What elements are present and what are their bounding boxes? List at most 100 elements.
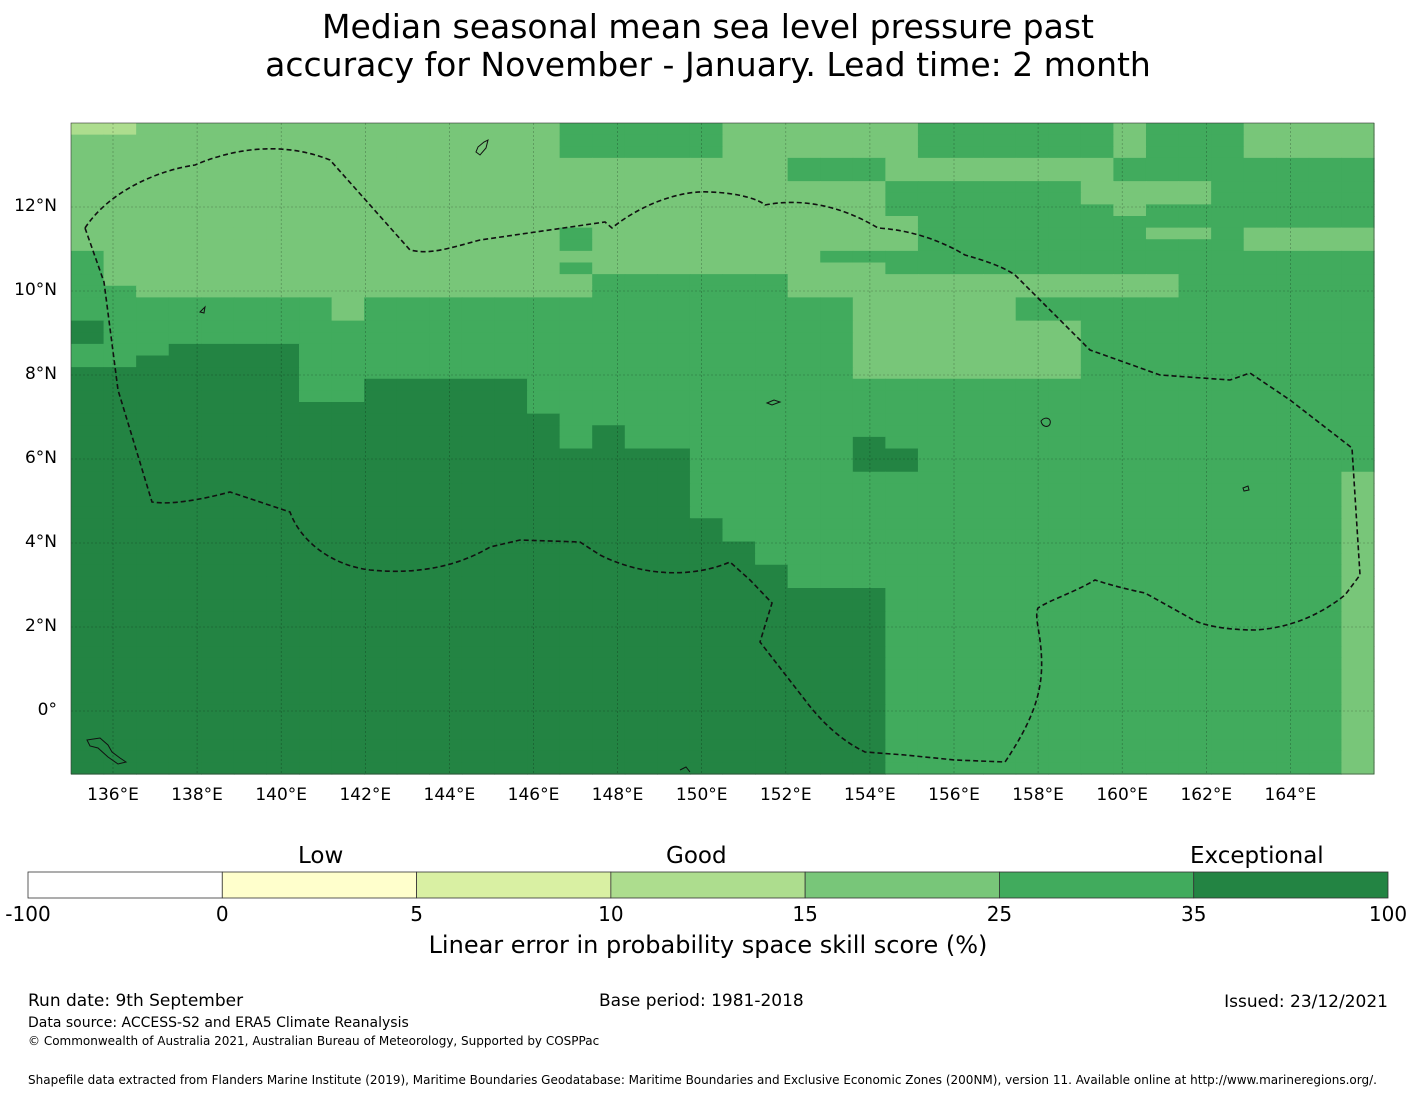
grid-cell	[983, 529, 1017, 543]
grid-cell	[657, 646, 691, 659]
grid-cell	[364, 320, 398, 333]
grid-cell	[820, 402, 854, 415]
grid-cell	[103, 541, 137, 554]
grid-cell	[852, 216, 886, 229]
grid-cell	[787, 134, 821, 147]
grid-cell	[559, 123, 593, 136]
grid-cell	[494, 274, 528, 287]
grid-cell	[624, 599, 658, 612]
grid-cell	[396, 681, 430, 694]
grid-cell	[103, 413, 137, 426]
grid-cell	[168, 413, 202, 426]
grid-cell	[1308, 692, 1343, 705]
grid-cell	[494, 471, 528, 484]
grid-cell	[722, 402, 756, 415]
grid-cell	[1308, 367, 1343, 380]
grid-cell	[950, 541, 984, 554]
grid-cell	[1178, 390, 1212, 403]
grid-cell	[755, 250, 789, 264]
grid-cell	[299, 355, 333, 368]
grid-cell	[722, 309, 756, 322]
grid-cell	[1080, 123, 1115, 136]
grid-cell	[1080, 483, 1115, 496]
grid-cell	[1178, 343, 1212, 357]
grid-cell	[624, 250, 658, 264]
grid-cell	[201, 634, 235, 647]
grid-cell	[1080, 564, 1115, 577]
grid-cell	[722, 157, 756, 171]
grid-cell	[103, 227, 137, 240]
grid-cell	[1015, 332, 1049, 345]
grid-cell	[494, 460, 528, 473]
grid-cell	[266, 378, 300, 391]
grid-cell	[592, 495, 626, 508]
grid-cell	[396, 343, 430, 357]
grid-cell	[527, 413, 561, 426]
grid-cell	[103, 297, 137, 310]
grid-cell	[1113, 506, 1147, 519]
grid-cell	[1145, 460, 1180, 473]
grid-cell	[1015, 657, 1049, 670]
grid-cell	[331, 646, 365, 659]
grid-cell	[331, 274, 365, 287]
grid-cell	[1048, 343, 1082, 357]
grid-cell	[917, 739, 952, 752]
grid-cell	[592, 192, 626, 205]
grid-cell	[1015, 343, 1049, 357]
grid-cell	[461, 123, 496, 136]
grid-cell	[657, 192, 691, 205]
grid-cell	[983, 332, 1017, 345]
grid-cell	[201, 553, 235, 566]
grid-cell	[983, 715, 1017, 729]
grid-cell	[1211, 553, 1245, 566]
grid-cell	[885, 529, 919, 543]
grid-cell	[461, 378, 496, 391]
grid-cell	[103, 622, 137, 636]
grid-cell	[1308, 436, 1343, 450]
grid-cell	[1113, 564, 1147, 577]
grid-cell	[461, 262, 496, 275]
grid-cell	[1080, 611, 1115, 624]
grid-cell	[950, 483, 984, 496]
grid-cell	[1178, 123, 1212, 136]
grid-cell	[71, 355, 105, 368]
grid-cell	[787, 436, 821, 450]
grid-cell	[950, 309, 984, 322]
grid-cell	[396, 518, 430, 531]
grid-cell	[1113, 169, 1147, 182]
grid-cell	[755, 123, 789, 136]
grid-cell	[1308, 320, 1343, 333]
longitude-label: 136°E	[87, 785, 139, 805]
grid-cell	[689, 390, 724, 403]
grid-cell	[559, 378, 593, 391]
grid-cell	[1145, 436, 1180, 450]
grid-cell	[233, 715, 268, 729]
grid-cell	[201, 436, 235, 450]
grid-cell	[1276, 309, 1310, 322]
grid-cell	[168, 436, 202, 450]
grid-cell	[429, 483, 463, 496]
grid-cell	[755, 657, 789, 670]
grid-cell	[299, 309, 333, 322]
grid-cell	[950, 506, 984, 519]
grid-cell	[233, 309, 268, 322]
grid-cell	[494, 506, 528, 519]
grid-cell	[1080, 588, 1115, 601]
grid-cell	[624, 657, 658, 670]
grid-cell	[852, 727, 886, 740]
grid-cell	[494, 239, 528, 252]
grid-cell	[983, 553, 1017, 566]
grid-cell	[494, 750, 528, 763]
grid-cell	[331, 715, 365, 729]
grid-cell	[1178, 739, 1212, 752]
grid-cell	[1243, 495, 1277, 508]
grid-cell	[722, 262, 756, 275]
grid-cell	[950, 448, 984, 461]
grid-cell	[1276, 529, 1310, 543]
grid-cell	[1211, 495, 1245, 508]
grid-cell	[1276, 669, 1310, 682]
grid-cell	[136, 320, 170, 333]
grid-cell	[1048, 471, 1082, 484]
grid-cell	[136, 657, 170, 670]
grid-cell	[429, 599, 463, 612]
